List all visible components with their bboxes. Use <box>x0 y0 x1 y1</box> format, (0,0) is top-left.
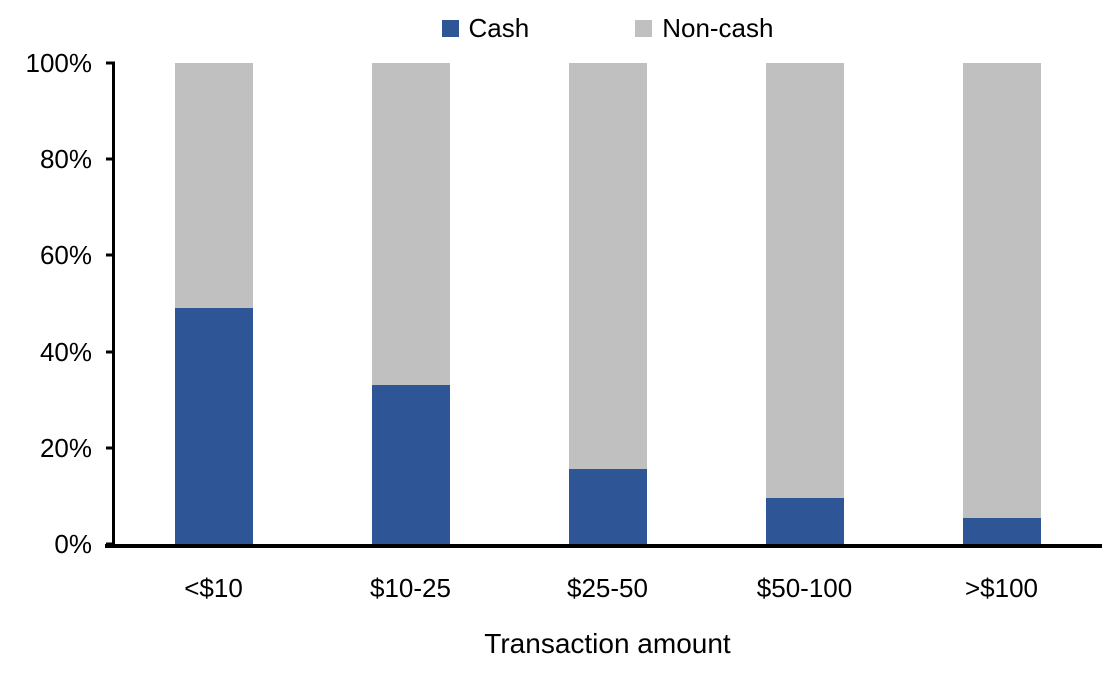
legend-item-cash: Cash <box>441 12 530 44</box>
bar-5 <box>962 63 1041 544</box>
y-tick-label-6: 100% <box>25 48 93 78</box>
bar-4-cash-segment <box>765 498 844 544</box>
legend-item-non-cash: Non-cash <box>635 12 773 44</box>
y-tick-label-1: 0% <box>54 529 92 559</box>
y-tick-label-5: 80% <box>39 144 92 175</box>
y-tick-mark-2 <box>106 446 115 450</box>
legend: Cash Non-cash <box>115 12 1100 44</box>
y-tick-label-2: 20% <box>39 432 92 463</box>
x-tick-label-4: $50-100 <box>756 573 853 603</box>
x-axis-title: Transaction amount <box>484 628 731 659</box>
y-tick-mark-6 <box>106 61 115 65</box>
bar-4 <box>765 63 844 544</box>
y-tick-label-4: 60% <box>39 240 92 271</box>
bar-1-cash-segment <box>174 308 253 544</box>
x-tick-label-3: $25-50 <box>567 573 648 603</box>
cash-legend-swatch <box>441 19 459 37</box>
non-cash-legend-label: Non-cash <box>662 13 774 43</box>
bar-2-cash-segment <box>371 385 450 544</box>
y-axis-labels: 0% 20% 40% 60% 80% 100% <box>0 50 93 557</box>
x-tick-label-5: >$100 <box>964 573 1039 603</box>
cash-legend-label: Cash <box>468 13 530 43</box>
plot-area <box>115 63 1100 544</box>
bar-3-cash-segment <box>568 469 647 544</box>
bar-3 <box>568 63 647 544</box>
y-tick-label-3: 40% <box>39 336 92 367</box>
x-axis-line <box>105 544 1102 548</box>
x-axis-labels: <$10 $10-25 $25-50 $50-100 >$100 <box>115 572 1100 606</box>
bar-5-cash-segment <box>962 517 1041 544</box>
bar-2 <box>371 63 450 544</box>
y-axis-line <box>112 63 115 544</box>
non-cash-legend-swatch <box>635 19 653 37</box>
y-tick-mark-5 <box>106 157 115 161</box>
bar-3-non-cash-segment <box>568 63 647 470</box>
bar-1 <box>174 63 253 544</box>
bar-2-non-cash-segment <box>371 63 450 386</box>
bar-4-non-cash-segment <box>765 63 844 499</box>
y-tick-mark-4 <box>106 253 115 257</box>
x-tick-label-1: <$10 <box>184 573 243 603</box>
bar-1-non-cash-segment <box>174 63 253 309</box>
y-tick-mark-3 <box>106 350 115 354</box>
x-tick-label-2: $10-25 <box>370 573 451 603</box>
bar-5-non-cash-segment <box>962 63 1041 518</box>
